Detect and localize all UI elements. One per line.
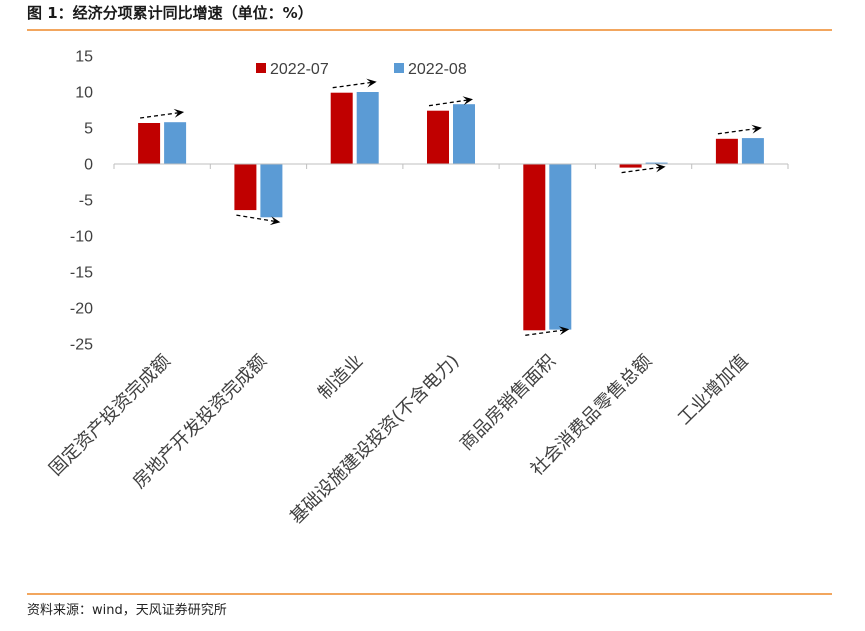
bar-2022-08-2	[260, 164, 283, 218]
footer-divider	[27, 593, 832, 595]
source-note: 资料来源：wind，天风证券研究所	[27, 603, 227, 618]
change-arrow	[428, 96, 473, 107]
change-arrow-head	[655, 163, 666, 173]
x-tick-label: 基础设施建设投资(不含电力)	[286, 351, 464, 529]
bar-2022-07-4	[427, 110, 449, 164]
change-arrow-head	[366, 78, 377, 88]
change-arrows	[140, 78, 762, 336]
bar-2022-07-2	[234, 164, 257, 211]
change-arrow	[621, 163, 666, 174]
change-arrow-shaft	[717, 127, 756, 135]
x-tick-label: 商品房销售面积	[456, 351, 560, 455]
change-arrow-head	[173, 108, 185, 118]
bar-2022-08-3	[356, 92, 379, 164]
x-tick-label: 工业增加值	[674, 351, 752, 429]
bar-2022-07-5	[523, 164, 546, 331]
change-arrow-shaft	[621, 166, 660, 174]
bar-2022-08-1	[164, 122, 187, 164]
bar-2022-07-1	[138, 123, 161, 164]
change-arrow	[332, 78, 377, 89]
change-arrow-shaft	[525, 329, 564, 336]
legend-label-series-1: 2022-07	[270, 61, 329, 78]
y-tick-label: 10	[75, 85, 93, 102]
y-tick-label: -25	[70, 337, 93, 354]
bar-2022-08-4	[453, 104, 475, 164]
change-arrow-head	[558, 326, 570, 336]
change-arrow	[140, 108, 185, 119]
bar-2022-08-6	[645, 162, 668, 164]
change-arrow	[717, 124, 762, 135]
y-tick-label: -10	[70, 229, 93, 246]
change-arrow-shaft	[332, 81, 371, 89]
bar-2022-08-5	[549, 164, 572, 330]
y-tick-label: 0	[84, 157, 93, 174]
y-tick-label: -15	[70, 265, 93, 282]
x-axis	[113, 163, 789, 169]
x-tick-label: 制造业	[314, 351, 367, 404]
legend-swatch-series-1	[256, 63, 266, 73]
change-arrow	[525, 326, 570, 336]
change-arrow	[236, 214, 281, 226]
y-tick-label: 5	[84, 121, 93, 138]
y-tick-label: 15	[75, 49, 93, 66]
bars	[138, 92, 764, 331]
bar-2022-08-7	[741, 138, 764, 164]
bar-2022-07-3	[330, 92, 353, 164]
y-tick-label: -20	[70, 301, 93, 318]
change-arrow-head	[751, 124, 762, 134]
change-arrow-head	[462, 96, 473, 106]
y-axis-labels: 15 10 5 0 -5 -10 -15 -20 -25	[70, 49, 93, 354]
figure-title: 图 1：经济分项累计同比增速（单位：%）	[27, 4, 313, 22]
change-arrow-head	[269, 216, 281, 226]
title-divider	[27, 29, 832, 31]
y-tick-label: -5	[79, 193, 93, 210]
change-arrow-shaft	[140, 112, 179, 119]
legend: 2022-07 2022-08	[256, 61, 467, 78]
legend-swatch-series-2	[394, 63, 404, 73]
legend-label-series-2: 2022-08	[408, 61, 467, 78]
bar-2022-07-7	[715, 138, 738, 164]
bar-2022-07-6	[619, 164, 642, 168]
